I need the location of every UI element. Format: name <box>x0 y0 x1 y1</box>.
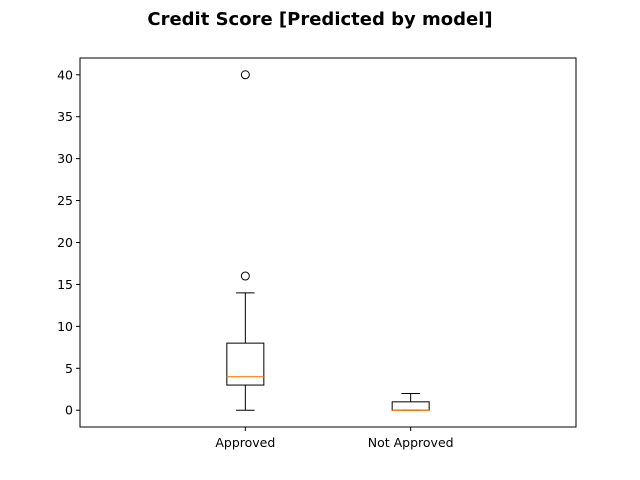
x-tick-label: Not Approved <box>368 435 454 450</box>
y-tick-label: 5 <box>65 361 73 376</box>
y-tick-label: 15 <box>57 277 73 292</box>
y-tick-label: 25 <box>57 193 73 208</box>
y-tick-label: 20 <box>57 235 73 250</box>
outlier-point <box>240 271 250 281</box>
box-iqr <box>391 401 430 411</box>
box-iqr <box>226 342 265 386</box>
box-series <box>226 70 430 411</box>
y-tick-label: 30 <box>57 151 73 166</box>
outlier-point <box>240 70 250 80</box>
y-tick-label: 0 <box>65 403 73 418</box>
y-tick-label: 10 <box>57 319 73 334</box>
y-axis: 0 5 10 15 20 25 30 35 40 <box>57 67 80 418</box>
plot-area-frame <box>79 57 577 428</box>
y-tick-label: 35 <box>57 109 73 124</box>
box-group <box>391 392 430 411</box>
box-group <box>226 70 265 411</box>
chart-title: Credit Score [Predicted by model] <box>147 9 492 30</box>
y-tick-label: 40 <box>57 67 73 82</box>
x-tick-label: Approved <box>215 435 275 450</box>
x-axis: Approved Not Approved <box>215 427 454 450</box>
